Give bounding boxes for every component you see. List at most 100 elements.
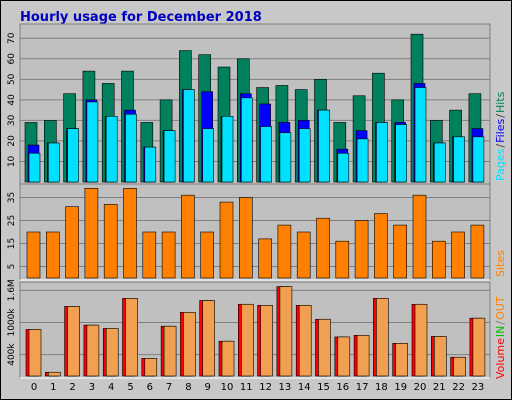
- bar-inner: [221, 340, 235, 377]
- bar-inner: [356, 335, 370, 377]
- bar: [84, 188, 99, 279]
- bar: [316, 217, 330, 279]
- bar: [260, 126, 272, 183]
- bar: [277, 224, 292, 279]
- bar: [181, 194, 195, 279]
- x-tick-label: 13: [279, 382, 292, 393]
- bar: [200, 231, 214, 279]
- bar-inner: [183, 311, 196, 377]
- bar-inner: [86, 324, 100, 377]
- bar: [202, 128, 214, 183]
- bar-inner: [260, 305, 273, 377]
- bar: [376, 122, 388, 183]
- bar-inner: [318, 318, 331, 377]
- x-tick-label: 11: [240, 382, 253, 393]
- y-tick-label: 1.6M: [7, 279, 17, 301]
- bar-inner: [202, 300, 215, 377]
- bar: [123, 188, 137, 279]
- y-tick-label: 10: [7, 155, 17, 167]
- legend: VolumeIN/OUT: [494, 296, 507, 379]
- bar: [453, 136, 465, 183]
- x-tick-label: 12: [259, 382, 272, 393]
- legend: Pages/Files/Hits: [494, 91, 507, 181]
- bar: [451, 231, 465, 279]
- bar: [296, 231, 311, 279]
- x-tick-label: 20: [414, 382, 427, 393]
- bar-inner: [298, 305, 312, 377]
- x-tick-label: 9: [205, 382, 211, 393]
- y-tick-label: 20: [7, 135, 17, 147]
- bar: [142, 231, 157, 279]
- bar-inner: [472, 317, 486, 377]
- x-tick-label: 8: [185, 382, 191, 393]
- legend-entry: Hits: [494, 91, 507, 113]
- y-tick-label: 5: [7, 264, 17, 270]
- x-tick-label: 4: [108, 382, 114, 393]
- legend-entry: Volume: [494, 338, 507, 379]
- y-tick-label: 70: [7, 32, 17, 44]
- bar: [221, 115, 234, 183]
- bar: [356, 138, 369, 183]
- bar: [125, 113, 137, 183]
- x-tick-label: 19: [394, 382, 407, 393]
- y-tick-label: 60: [7, 53, 17, 65]
- x-tick-label: 22: [452, 382, 465, 393]
- bar: [414, 87, 427, 183]
- x-tick-label: 10: [221, 382, 234, 393]
- y-tick-label: 1000k: [7, 308, 17, 337]
- bar-inner: [376, 298, 389, 377]
- bar: [337, 152, 350, 183]
- x-tick-label: 6: [147, 382, 153, 393]
- bar-inner: [47, 371, 61, 377]
- chart-title: Hourly usage for December 2018: [20, 10, 262, 25]
- bar: [318, 109, 330, 183]
- bar-inner: [241, 303, 254, 377]
- bar: [183, 89, 195, 183]
- legend-entry: IN: [494, 326, 507, 337]
- y-tick-label: 40: [7, 94, 17, 106]
- bar: [45, 231, 60, 279]
- bar: [393, 224, 408, 279]
- bar: [144, 146, 157, 183]
- bar-inner: [28, 329, 42, 377]
- x-tick-label: 18: [375, 382, 388, 393]
- legend-entry: Pages: [494, 148, 507, 181]
- bar: [67, 128, 79, 183]
- bar: [103, 204, 118, 279]
- x-tick-label: 7: [166, 382, 172, 393]
- bar-inner: [163, 325, 177, 377]
- bar: [298, 128, 311, 183]
- bar-inner: [337, 336, 351, 377]
- bar: [431, 240, 446, 279]
- legend: Sites: [494, 250, 507, 277]
- bar-inner: [105, 328, 119, 377]
- panel: [19, 183, 491, 281]
- y-tick-label: 30: [7, 114, 17, 126]
- bar: [163, 130, 176, 183]
- legend-entry: Files: [494, 118, 507, 142]
- bar: [105, 115, 118, 183]
- bar: [374, 213, 388, 279]
- bar-inner: [433, 336, 447, 377]
- legend-entry: /: [494, 321, 507, 325]
- bar: [433, 142, 446, 183]
- x-tick-label: 5: [127, 382, 133, 393]
- x-tick-label: 0: [31, 382, 37, 393]
- bar: [472, 136, 485, 183]
- x-tick-label: 3: [89, 382, 95, 393]
- legend-entry: /: [494, 144, 507, 148]
- legend-entry: /: [494, 114, 507, 118]
- y-tick-label: 400k: [7, 343, 17, 366]
- bar: [412, 194, 427, 279]
- bar: [258, 238, 272, 279]
- x-tick-label: 21: [433, 382, 446, 393]
- bar: [86, 101, 99, 183]
- bar: [239, 197, 253, 279]
- bar: [354, 220, 369, 279]
- bar-inner: [453, 356, 466, 377]
- bar: [65, 206, 79, 279]
- bar-inner: [395, 343, 409, 377]
- y-tick-label: 15: [7, 238, 17, 249]
- bar: [26, 231, 41, 279]
